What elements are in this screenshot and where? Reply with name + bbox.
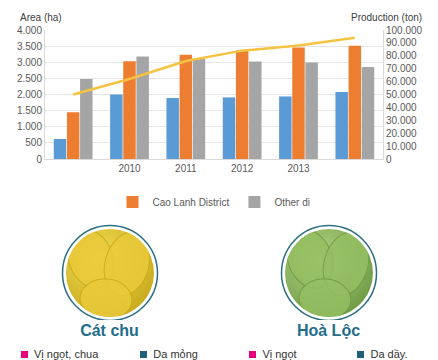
html-text:Da dầy.: Da dầy. [370,348,408,360]
html-text:Cát chu: Cát chu [80,322,139,340]
svg-text:0: 0 [386,154,392,165]
svg-text:60.000: 60.000 [386,76,417,87]
svg-text:0: 0 [36,154,42,165]
html-text:Vị ngọt, chua: Vị ngọt, chua [34,348,99,360]
svg-text:20.000: 20.000 [386,128,417,139]
html-text:Hoà Lộc: Hoà Lộc [296,322,361,340]
svg-text:1.500: 1.500 [17,105,42,116]
svg-text:2011: 2011 [175,163,197,174]
svg-text:4.000: 4.000 [17,25,42,36]
svg-text:Production (ton): Production (ton) [351,12,422,23]
svg-text:500: 500 [25,137,42,148]
svg-text:2.000: 2.000 [17,89,42,100]
svg-text:2010: 2010 [118,163,141,174]
html-text:Vị ngọt: Vị ngọt [262,348,297,360]
svg-text:100.000: 100.000 [386,25,423,36]
svg-text:80.000: 80.000 [386,50,417,61]
svg-text:Cao Lanh District: Cao Lanh District [153,197,230,208]
svg-text:50.000: 50.000 [386,89,417,100]
svg-text:Other di: Other di [274,197,310,208]
svg-text:1.000: 1.000 [17,121,42,132]
svg-text:30.000: 30.000 [386,115,417,126]
svg-text:Area (ha): Area (ha) [20,12,62,23]
svg-text:3.000: 3.000 [17,57,42,68]
svg-text:2012: 2012 [231,163,254,174]
svg-text:10.000: 10.000 [386,141,417,152]
svg-text:2013: 2013 [287,163,310,174]
svg-text:90.000: 90.000 [386,37,417,48]
svg-text:40.000: 40.000 [386,102,417,113]
svg-text:3.500: 3.500 [17,41,42,52]
svg-text:2.500: 2.500 [17,73,42,84]
html-text:Da mỏng: Da mỏng [153,348,198,360]
svg-text:70.000: 70.000 [386,63,417,74]
